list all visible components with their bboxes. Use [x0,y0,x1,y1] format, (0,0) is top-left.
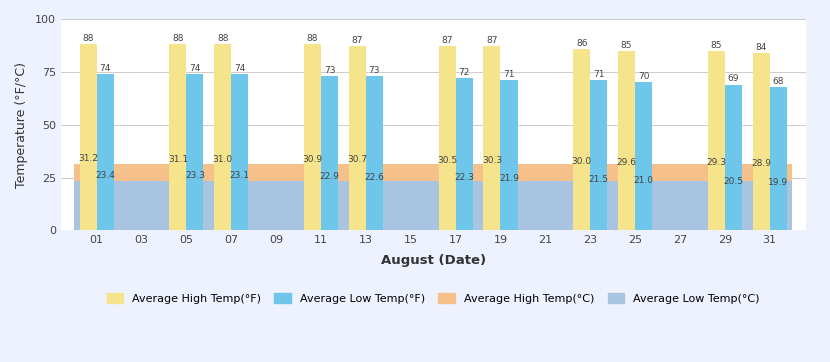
Bar [438,46,456,230]
Text: 72: 72 [458,68,470,77]
Text: 23.1: 23.1 [230,172,250,181]
Bar [214,45,232,230]
Bar [753,53,769,230]
Text: 74: 74 [234,64,246,73]
Text: 30.3: 30.3 [482,156,502,165]
Text: 29.3: 29.3 [706,159,726,167]
Text: 74: 74 [100,64,111,73]
Text: 88: 88 [307,34,318,43]
Text: 23.4: 23.4 [95,171,115,180]
Text: 87: 87 [442,37,453,45]
X-axis label: August (Date): August (Date) [381,253,486,266]
Text: 31.0: 31.0 [212,155,233,164]
Legend: Average High Temp(°F), Average Low Temp(°F), Average High Temp(°C), Average Low : Average High Temp(°F), Average Low Temp(… [102,289,764,308]
Text: 23.3: 23.3 [185,171,205,180]
Text: 22.6: 22.6 [364,173,384,182]
Text: 84: 84 [755,43,767,52]
Text: 87: 87 [352,37,363,45]
Text: 74: 74 [189,64,201,73]
Bar [635,83,652,230]
Bar [500,80,518,230]
Text: 87: 87 [486,37,498,45]
Text: 21.5: 21.5 [588,175,608,184]
Text: 88: 88 [217,34,228,43]
Text: 73: 73 [369,66,380,75]
Text: 30.5: 30.5 [437,156,457,165]
Text: 31.2: 31.2 [78,154,98,163]
Bar [321,76,338,230]
Bar [74,181,792,230]
Text: 19.9: 19.9 [768,178,788,187]
Text: 31.1: 31.1 [168,155,188,164]
Text: 88: 88 [82,34,94,43]
Text: 21.9: 21.9 [499,174,519,183]
Bar [169,45,187,230]
Text: 28.9: 28.9 [751,159,771,168]
Text: 85: 85 [621,41,632,50]
Bar [97,74,114,230]
Bar [618,51,635,230]
Text: 70: 70 [638,72,649,81]
Text: 21.0: 21.0 [633,176,653,185]
Text: 30.9: 30.9 [302,155,323,164]
Text: 69: 69 [728,75,739,84]
Text: 30.7: 30.7 [347,155,368,164]
Text: 30.0: 30.0 [572,157,592,166]
Text: 29.6: 29.6 [617,158,637,167]
Text: 88: 88 [172,34,183,43]
Bar [483,46,500,230]
Bar [304,45,321,230]
Text: 86: 86 [576,38,588,47]
Text: 68: 68 [773,77,784,85]
Bar [349,46,366,230]
Bar [725,84,742,230]
Bar [232,74,248,230]
Y-axis label: Temperature (°F/°C): Temperature (°F/°C) [15,62,28,188]
Bar [708,51,725,230]
Text: 20.5: 20.5 [723,177,744,186]
Bar [456,78,472,230]
Bar [74,164,792,230]
Bar [590,80,608,230]
Bar [187,74,203,230]
Bar [769,87,787,230]
Text: 73: 73 [324,66,335,75]
Bar [366,76,383,230]
Text: 71: 71 [503,70,515,79]
Text: 22.9: 22.9 [320,172,339,181]
Bar [80,45,97,230]
Text: 71: 71 [593,70,604,79]
Bar [574,49,590,230]
Text: 22.3: 22.3 [454,173,474,182]
Text: 85: 85 [710,41,722,50]
